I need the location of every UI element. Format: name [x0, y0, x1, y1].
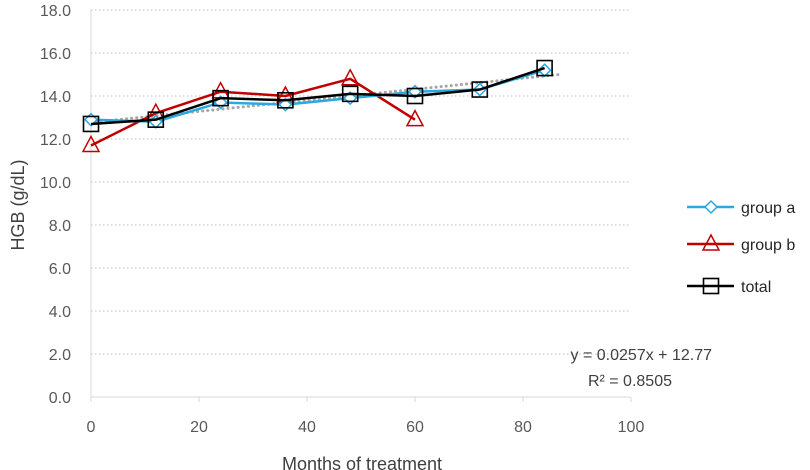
- y-tick-labels: 0.0 2.0 4.0 6.0 8.0 10.0 12.0 14.0 16.0 18.0: [40, 3, 71, 407]
- axes: [90, 10, 632, 402]
- y-tick-label: 12.0: [40, 132, 71, 149]
- point-total: [341, 85, 359, 103]
- point-total: [277, 92, 294, 109]
- point-total: [147, 111, 165, 128]
- x-tick-label: 40: [298, 419, 316, 436]
- y-tick-label: 16.0: [40, 46, 71, 63]
- x-tick-label: 100: [618, 419, 645, 436]
- legend-label-group-a: group a: [741, 200, 795, 217]
- y-tick-label: 18.0: [40, 3, 71, 20]
- series-line-group-b: [90, 77, 416, 147]
- x-tick-label: 60: [406, 419, 424, 436]
- x-tick-label: 80: [514, 419, 532, 436]
- point-total: [406, 87, 424, 105]
- y-tick-label: 14.0: [40, 89, 71, 106]
- legend-label-group-b: group b: [741, 237, 795, 254]
- y-tick-label: 0.0: [49, 390, 71, 407]
- x-tick-label: 0: [87, 419, 96, 436]
- y-tick-label: 8.0: [49, 218, 71, 235]
- point-total: [536, 59, 553, 77]
- legend-marker-group-a: [703, 199, 719, 215]
- point-group-b: [340, 68, 360, 86]
- x-tick-labels: 0 20 40 60 80 100: [87, 419, 645, 436]
- y-tick-label: 6.0: [49, 261, 71, 278]
- legend: group a group b total: [687, 199, 795, 296]
- x-axis-title: Months of treatment: [282, 454, 442, 470]
- y-tick-label: 4.0: [49, 304, 71, 321]
- y-tick-label: 10.0: [40, 175, 71, 192]
- trend-r-squared: R² = 0.8505: [588, 373, 672, 390]
- series-total: [82, 59, 553, 133]
- y-tick-label: 2.0: [49, 347, 71, 364]
- point-total: [82, 115, 100, 133]
- point-total: [471, 81, 489, 98]
- legend-marker-group-b: [701, 233, 721, 251]
- y-axis-title: HGB (g/dL): [8, 159, 28, 250]
- legend-marker-total: [702, 277, 720, 295]
- series-line-total: [90, 66, 545, 126]
- x-tick-label: 20: [190, 419, 208, 436]
- trend-equation: y = 0.0257x + 12.77: [571, 347, 713, 364]
- point-total: [212, 89, 229, 107]
- series-group: [81, 59, 553, 153]
- legend-label-total: total: [741, 279, 771, 296]
- point-group-b: [405, 109, 425, 127]
- gridlines: [91, 9, 631, 355]
- point-group-b: [81, 134, 101, 153]
